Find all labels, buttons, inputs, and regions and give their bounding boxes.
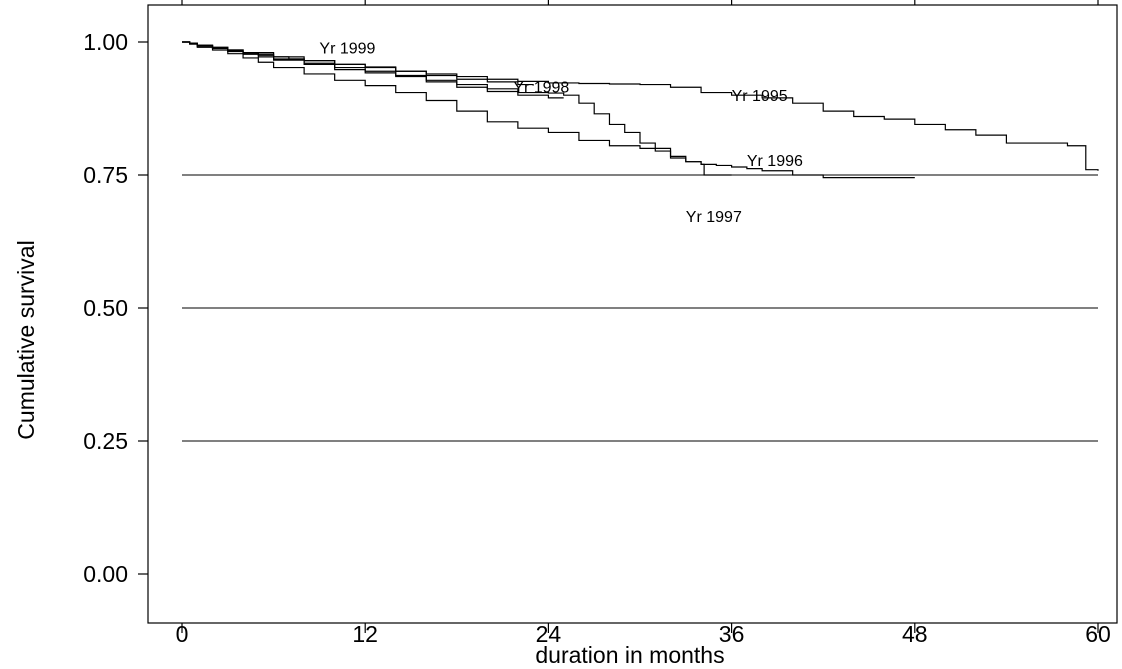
series-line-yr-1996 bbox=[182, 41, 915, 179]
y-tick-label: 0.50 bbox=[83, 295, 128, 321]
x-tick-label: 0 bbox=[176, 621, 189, 647]
annotation-layer: Yr 1999 Yr 1998 Yr 1995 Yr 1996 Yr 1997 bbox=[319, 41, 803, 226]
x-tick-label: 24 bbox=[536, 621, 562, 647]
series-label-yr-1995: Yr 1995 bbox=[732, 88, 788, 105]
x-axis: 0 12 24 36 48 60 bbox=[176, 0, 1111, 647]
y-axis: 0.00 0.25 0.50 0.75 1.00 bbox=[83, 29, 148, 587]
y-tick-label: 1.00 bbox=[83, 29, 128, 55]
series-line-yr-1997 bbox=[182, 41, 732, 176]
x-tick-label: 12 bbox=[352, 621, 378, 647]
series-layer bbox=[182, 41, 1099, 179]
x-tick-label: 48 bbox=[902, 621, 928, 647]
x-axis-title: duration in months bbox=[535, 642, 724, 668]
series-label-yr-1998: Yr 1998 bbox=[513, 80, 569, 97]
x-tick-label: 60 bbox=[1085, 621, 1111, 647]
series-label-yr-1999: Yr 1999 bbox=[319, 41, 375, 58]
series-line-yr-1995 bbox=[182, 41, 1099, 171]
y-tick-label: 0.00 bbox=[83, 561, 128, 587]
y-axis-title: Cumulative survival bbox=[13, 240, 39, 439]
series-line-yr-1999 bbox=[182, 41, 534, 86]
reference-lines bbox=[182, 174, 1098, 442]
series-label-yr-1996: Yr 1996 bbox=[747, 153, 803, 170]
x-tick-label: 36 bbox=[719, 621, 745, 647]
y-tick-label: 0.25 bbox=[83, 428, 128, 454]
series-label-yr-1997: Yr 1997 bbox=[686, 209, 742, 226]
y-tick-label: 0.75 bbox=[83, 162, 128, 188]
plot-frame bbox=[147, 4, 1118, 624]
